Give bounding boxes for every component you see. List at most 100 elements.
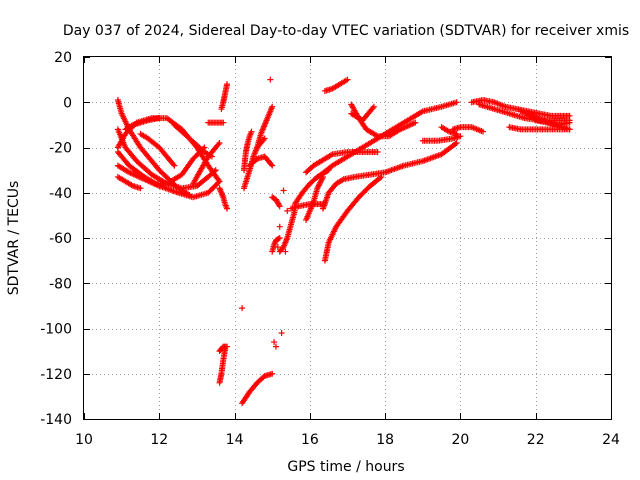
x-tick-label: 16	[301, 432, 319, 448]
data-point	[170, 161, 177, 168]
data-point	[186, 192, 193, 199]
data-point	[278, 330, 285, 337]
series-arc-ak	[468, 96, 573, 119]
data-point	[220, 119, 227, 126]
data-point	[268, 161, 275, 168]
data-point	[457, 133, 464, 140]
chart-title: Day 037 of 2024, Sidereal Day-to-day VTE…	[63, 23, 629, 39]
series-arc-ac	[320, 139, 460, 212]
data-point	[566, 119, 573, 126]
data-point	[274, 244, 281, 251]
series-arc-h	[122, 115, 163, 133]
y-tick-label: -140	[40, 412, 72, 428]
x-tick-label: 22	[527, 432, 545, 448]
series-arc-o	[216, 343, 231, 355]
data-point	[269, 370, 276, 377]
y-tick-label: 20	[54, 50, 72, 66]
axis-ticks: 10 12 14 16 18 20 22 24 -140 -120 -100 -80 -60 -40 -20…	[40, 50, 620, 448]
x-tick-label: 14	[226, 432, 244, 448]
data-point	[239, 305, 246, 312]
x-tick-label: 20	[452, 432, 470, 448]
data-point	[272, 343, 279, 350]
series-arc-j	[205, 119, 227, 126]
series-arc-ad	[318, 99, 460, 178]
data-point	[284, 207, 291, 214]
series-arc-g	[137, 130, 178, 169]
data-point	[224, 205, 231, 212]
data-point	[374, 149, 381, 156]
data-point	[453, 139, 460, 146]
series-arc-u	[269, 194, 283, 210]
data-point	[248, 128, 255, 135]
series-arc-v	[269, 235, 283, 255]
data-point	[452, 141, 459, 148]
data-point	[216, 178, 223, 185]
data-point	[260, 136, 267, 143]
data-point	[275, 201, 282, 208]
series-arc-am	[506, 124, 573, 133]
series-arc-n	[216, 345, 229, 386]
data-point	[269, 162, 276, 169]
y-tick-label: -100	[40, 322, 72, 338]
data-point	[224, 343, 231, 350]
x-tick-label: 18	[376, 432, 394, 448]
data-point	[269, 103, 276, 110]
series-arc-k	[171, 121, 215, 160]
data-point	[276, 223, 283, 230]
y-tick-label: -120	[40, 367, 72, 383]
x-tick-label: 24	[602, 432, 620, 448]
y-axis-label: SDTVAR / TECUs	[6, 181, 22, 296]
series-arc-ah	[419, 133, 464, 144]
series-arc-af	[321, 76, 351, 94]
series-arc-x	[288, 201, 328, 212]
y-tick-label: -80	[49, 276, 72, 292]
series-scattered	[239, 76, 291, 350]
series-arc-aa	[303, 173, 327, 223]
data-point	[224, 81, 231, 88]
series-arc-c	[114, 173, 144, 192]
series-arc-ag	[348, 103, 377, 124]
series-arc-l	[216, 185, 231, 212]
series-arc-p	[239, 370, 276, 407]
data-point	[215, 141, 222, 148]
series-arc-r	[240, 128, 255, 174]
plot-frame	[83, 56, 612, 420]
data-point	[171, 162, 178, 169]
x-axis-label: GPS time / hours	[287, 459, 404, 475]
y-tick-label: -20	[49, 141, 72, 157]
data-point	[156, 115, 163, 122]
y-tick-label: 0	[63, 95, 72, 111]
data-point	[282, 248, 289, 255]
x-tick-label: 12	[150, 432, 168, 448]
data-point	[275, 235, 282, 242]
data-point	[370, 103, 377, 110]
x-tick-label: 10	[75, 432, 93, 448]
data-point	[137, 185, 144, 192]
series-arc-m	[218, 81, 231, 113]
data-point	[280, 187, 287, 194]
data-point	[267, 76, 274, 83]
series-arc-y	[291, 167, 332, 208]
data-point	[261, 135, 268, 142]
data-point	[276, 235, 283, 241]
data-point	[216, 139, 223, 146]
series-arc-ai	[438, 124, 460, 137]
data-point	[344, 76, 351, 83]
series-arc-f	[114, 144, 208, 187]
series-arc-s	[246, 153, 276, 169]
data-point	[276, 203, 283, 210]
series-arc-aj	[449, 124, 487, 135]
data-point	[566, 126, 573, 133]
data-point	[208, 153, 215, 160]
series-arc-ao	[532, 117, 573, 128]
series-arc-ab	[321, 173, 385, 264]
data-point	[480, 128, 487, 135]
y-tick-label: -60	[49, 231, 72, 247]
data-point	[453, 99, 460, 106]
y-tick-label: -40	[49, 186, 72, 202]
data-point	[453, 130, 460, 137]
data-point	[369, 105, 376, 112]
data-marks	[114, 76, 573, 407]
series-arc-t	[254, 103, 276, 151]
